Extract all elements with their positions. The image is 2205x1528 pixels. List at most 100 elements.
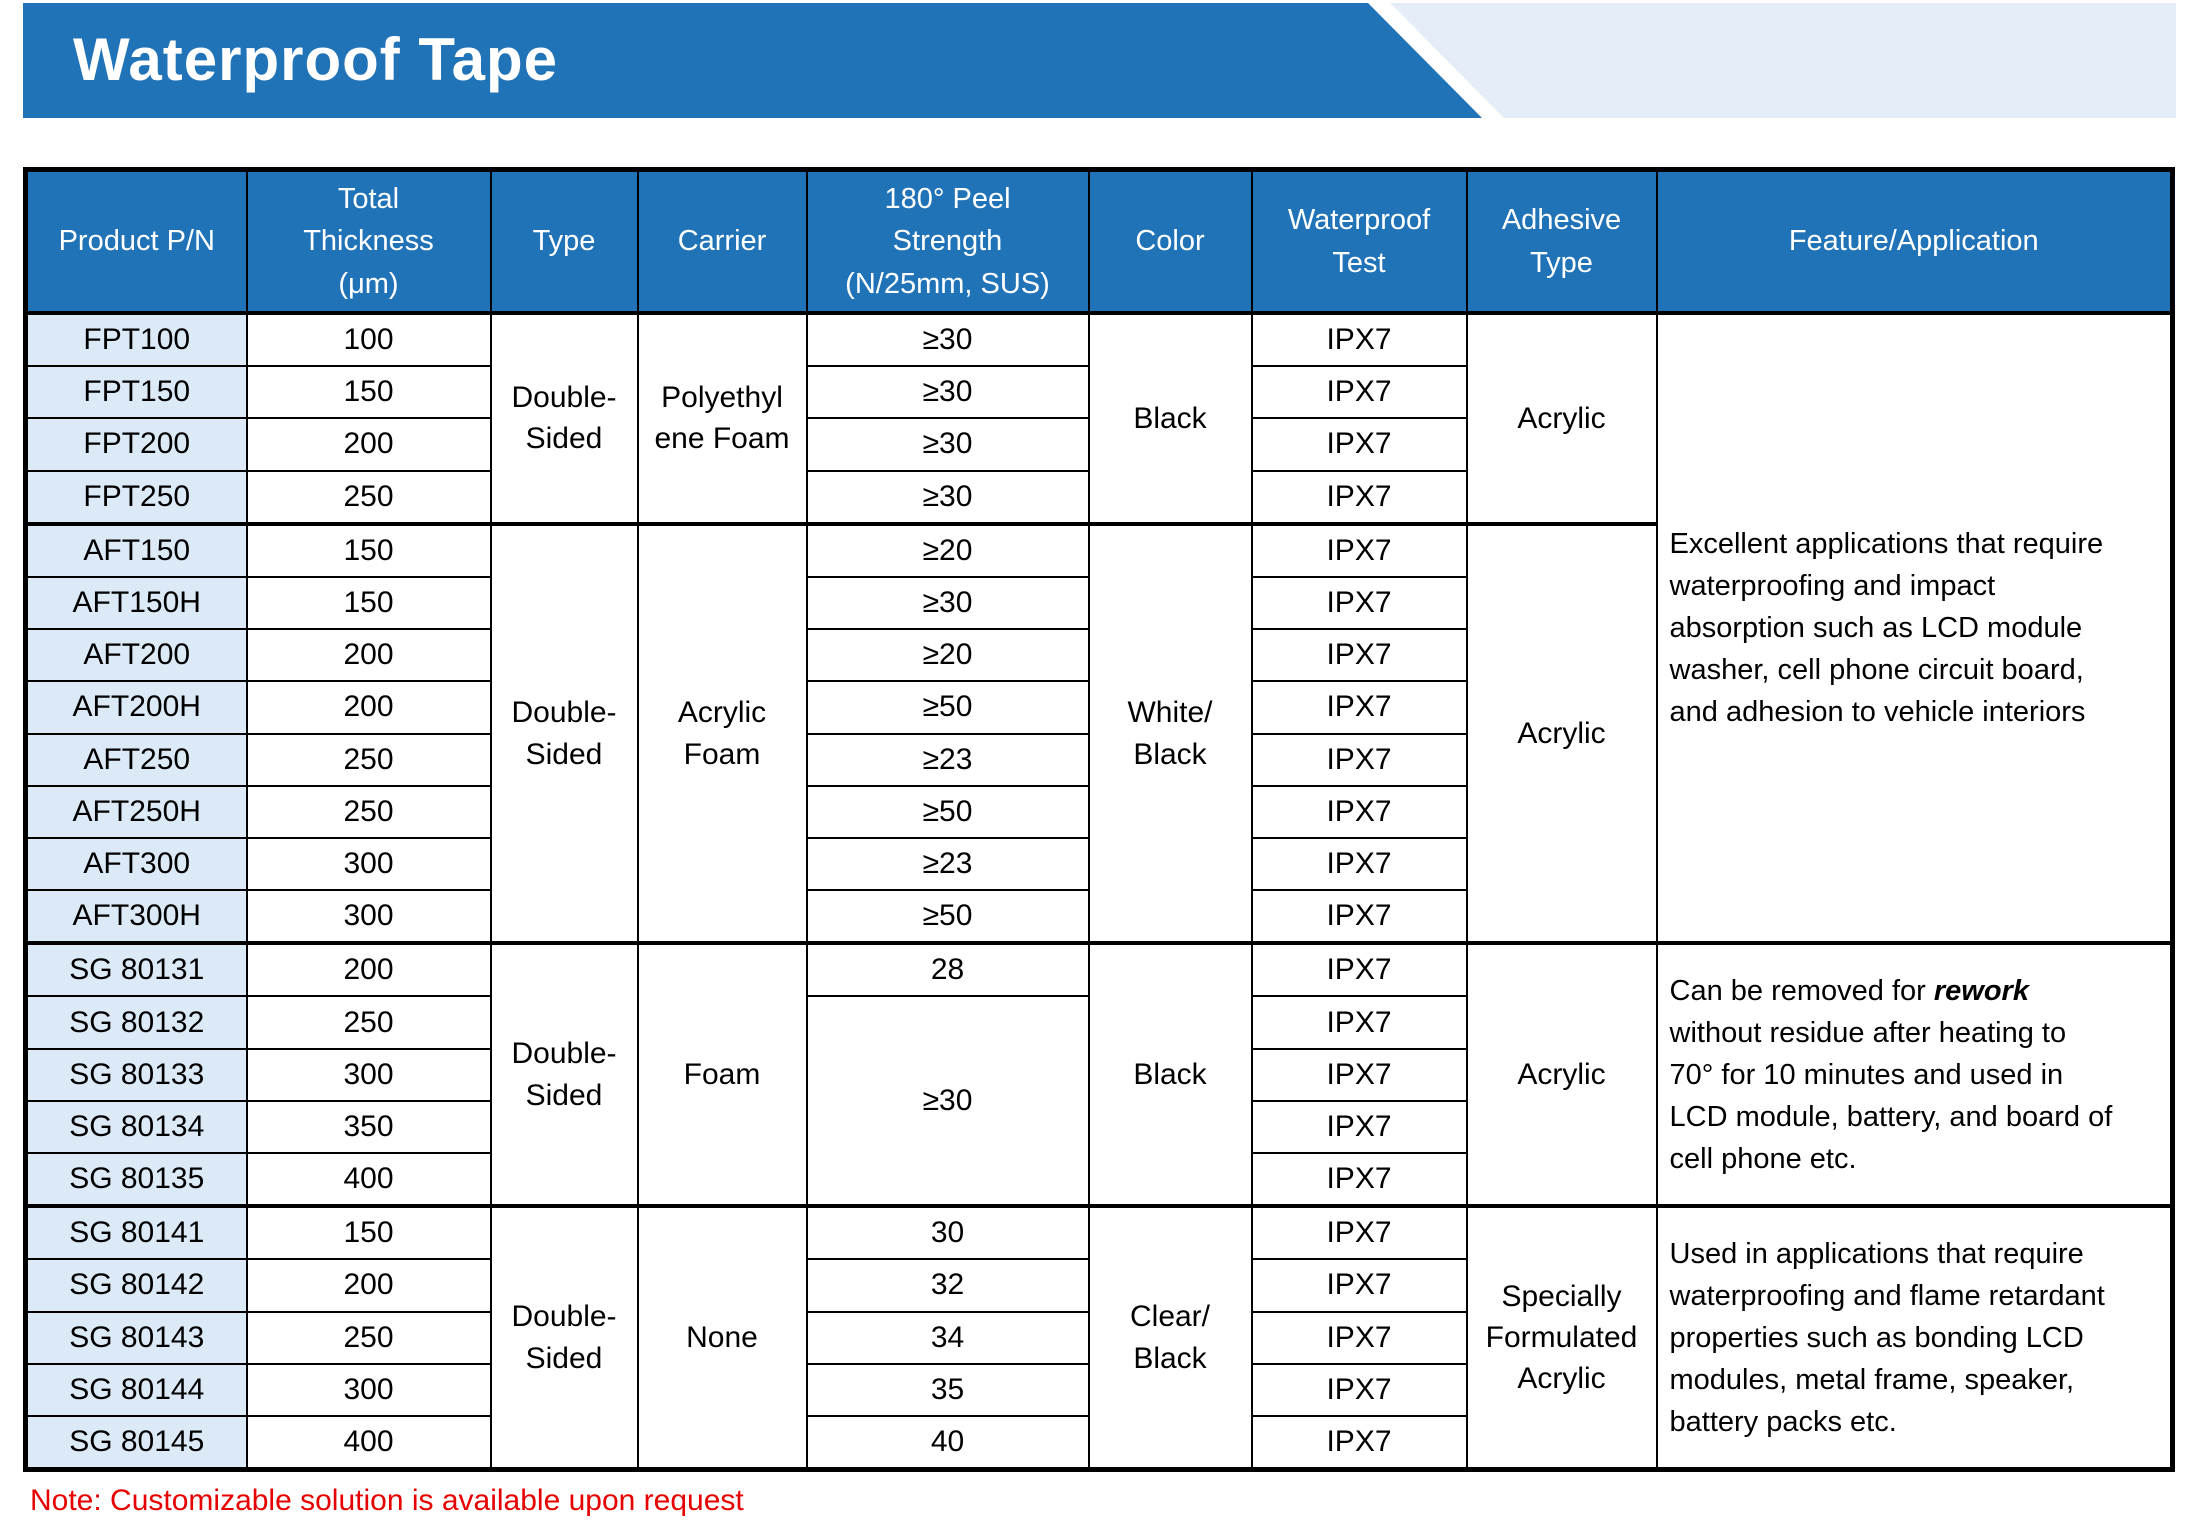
cell-peel-strength: ≥50	[805, 784, 1090, 839]
page-title: Waterproof Tape	[73, 25, 559, 93]
table-container: Product P/N Total Thickness (μm) Type Ca…	[23, 167, 2175, 1473]
cell-carrier: Foam	[636, 941, 808, 1208]
cell-waterproof-test: IPX7	[1250, 784, 1468, 839]
cell-adhesive-type: Specially Formulated Acrylic	[1465, 1204, 1658, 1471]
cell-product-pn: SG 80143	[24, 1310, 248, 1365]
cell-thickness: 300	[245, 1047, 492, 1102]
cell-carrier: Polyethyl ene Foam	[636, 312, 808, 525]
title-banner: Waterproof Tape	[23, 3, 2176, 118]
cell-peel-strength: ≥30	[805, 365, 1090, 420]
waterproof-tape-table: Product P/N Total Thickness (μm) Type Ca…	[23, 167, 2175, 1473]
cell-thickness: 250	[245, 469, 492, 525]
table-row: AFT250 250 ≥23 IPX7	[24, 732, 2173, 787]
cell-waterproof-test: IPX7	[1250, 311, 1468, 368]
table-row: SG 80141 150 Double-Sided None 30 Clear/…	[24, 1204, 2174, 1471]
cell-product-pn: AFT200	[24, 628, 248, 683]
table-row: AFT200 200 ≥20 IPX7	[24, 628, 2173, 683]
cell-waterproof-test: IPX7	[1250, 836, 1468, 892]
cell-color: White/ Black	[1087, 521, 1253, 945]
cell-thickness: 350	[245, 1099, 492, 1155]
col-header-waterproof: Waterproof Test	[1250, 168, 1468, 315]
feature-text: Can be removed for	[1669, 974, 1934, 1007]
cell-thickness: 200	[245, 1258, 492, 1313]
cell-type: Double-Sided	[489, 312, 639, 525]
cell-peel-strength: ≥30	[805, 995, 1090, 1208]
cell-waterproof-test: IPX7	[1250, 1414, 1468, 1471]
cell-waterproof-test: IPX7	[1250, 1362, 1468, 1417]
cell-thickness: 250	[245, 1310, 492, 1365]
cell-peel-strength: ≥23	[805, 732, 1090, 787]
cell-peel-strength: 32	[805, 1258, 1090, 1313]
cell-color: Black	[1087, 312, 1253, 525]
cell-peel-strength: 30	[805, 1204, 1090, 1261]
col-header-color: Color	[1087, 168, 1253, 315]
cell-thickness: 200	[245, 417, 492, 472]
cell-carrier: None	[636, 1204, 808, 1471]
cell-product-pn: SG 80135	[24, 1151, 248, 1208]
cell-thickness: 400	[245, 1151, 492, 1208]
cell-waterproof-test: IPX7	[1250, 628, 1468, 683]
cell-thickness: 200	[245, 680, 492, 735]
table-row: AFT300 300 ≥23 IPX7	[24, 836, 2173, 892]
col-header-thickness: Total Thickness (μm)	[245, 168, 492, 315]
cell-carrier: Acrylic Foam	[636, 521, 808, 945]
cell-product-pn: AFT250	[24, 732, 248, 787]
cell-thickness: 150	[245, 521, 492, 578]
cell-waterproof-test: IPX7	[1250, 889, 1468, 945]
cell-product-pn: AFT150	[24, 521, 248, 578]
cell-peel-strength: ≥30	[805, 311, 1090, 368]
cell-product-pn: SG 80131	[24, 941, 248, 998]
cell-product-pn: SG 80145	[24, 1414, 248, 1471]
cell-peel-strength: ≥30	[805, 469, 1090, 525]
cell-product-pn: FPT100	[24, 311, 248, 368]
table-row: SG 80135 400 IPX7	[24, 1151, 2173, 1208]
cell-thickness: 250	[245, 732, 492, 787]
cell-type: Double-Sided	[489, 1204, 639, 1471]
cell-color: Clear/ Black	[1087, 1204, 1253, 1471]
cell-peel-strength: ≥23	[805, 836, 1090, 892]
table-row: AFT150 150 Double-Sided Acrylic Foam ≥20…	[24, 521, 2173, 945]
table-row: SG 80133 300 IPX7	[24, 1047, 2173, 1102]
banner-blue-shape	[23, 3, 1482, 118]
table-row: SG 80131 200 Double-Sided Foam 28 Black …	[24, 941, 2174, 1208]
cell-product-pn: AFT300	[24, 836, 248, 892]
cell-peel-strength: 28	[805, 941, 1090, 998]
cell-feature: Used in applications that require waterp…	[1655, 1204, 2174, 1471]
cell-product-pn: AFT150H	[24, 575, 248, 631]
cell-waterproof-test: IPX7	[1250, 941, 1468, 998]
col-header-peel: 180° Peel Strength (N/25mm, SUS)	[805, 168, 1090, 315]
cell-product-pn: FPT150	[24, 365, 248, 420]
cell-waterproof-test: IPX7	[1250, 1204, 1468, 1261]
cell-product-pn: AFT300H	[24, 889, 248, 945]
table-row: SG 80142 200 32 IPX7	[24, 1258, 2173, 1313]
table-row: FPT200 200 ≥30 IPX7	[24, 417, 2173, 472]
cell-peel-strength: 40	[805, 1414, 1090, 1471]
cell-product-pn: SG 80144	[24, 1362, 248, 1417]
cell-waterproof-test: IPX7	[1250, 732, 1468, 787]
table-row: AFT150H 150 ≥30 IPX7	[24, 575, 2173, 631]
cell-product-pn: SG 80134	[24, 1099, 248, 1155]
cell-product-pn: AFT200H	[24, 680, 248, 735]
cell-color: Black	[1087, 941, 1253, 1208]
table-row: AFT250H 250 ≥50 IPX7	[24, 784, 2173, 839]
table-row: SG 80134 350 IPX7	[24, 1099, 2173, 1155]
table-row: SG 80144 300 35 IPX7	[24, 1362, 2173, 1417]
cell-peel-strength: 34	[805, 1310, 1090, 1365]
cell-waterproof-test: IPX7	[1250, 417, 1468, 472]
cell-thickness: 150	[245, 365, 492, 420]
cell-product-pn: SG 80141	[24, 1204, 248, 1261]
cell-adhesive-type: Acrylic	[1465, 941, 1658, 1208]
cell-waterproof-test: IPX7	[1250, 1258, 1468, 1313]
table-row: SG 80132 250 ≥30 IPX7	[24, 995, 2173, 1208]
cell-thickness: 250	[245, 995, 492, 1050]
table-row: SG 80143 250 34 IPX7	[24, 1310, 2173, 1365]
cell-product-pn: SG 80133	[24, 1047, 248, 1102]
col-header-adhesive: Adhesive Type	[1465, 168, 1658, 315]
table-row: AFT300H 300 ≥50 IPX7	[24, 889, 2173, 945]
cell-thickness: 300	[245, 836, 492, 892]
cell-waterproof-test: IPX7	[1250, 365, 1468, 420]
cell-peel-strength: 35	[805, 1362, 1090, 1417]
cell-product-pn: FPT200	[24, 417, 248, 472]
col-header-type: Type	[489, 168, 639, 315]
cell-product-pn: FPT250	[24, 469, 248, 525]
